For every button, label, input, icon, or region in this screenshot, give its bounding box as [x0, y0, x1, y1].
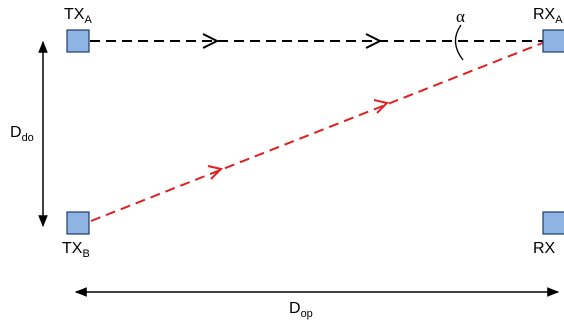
cross-link-chevron-1: [207, 165, 223, 180]
tx-b-label-subscript: B: [82, 248, 89, 260]
horizontal-distance-label: Dop: [289, 300, 313, 320]
tx-a-label-main: TX: [64, 6, 85, 23]
direct-link-chevron-1: [202, 33, 220, 49]
rx-b-label-main: RX: [533, 240, 556, 257]
vertical-distance-subscript: do: [22, 132, 34, 144]
angle-arc: [454, 24, 464, 61]
vertical-distance-main: D: [10, 124, 22, 141]
horizontal-distance-main: D: [289, 300, 301, 317]
tx-a-label-subscript: A: [84, 14, 92, 26]
direct-link-chevron-2: [365, 33, 383, 49]
rx-a-label: RXA: [533, 6, 563, 26]
vertical-distance-label: Ddo: [10, 124, 34, 144]
rx-a-label-main: RX: [533, 6, 556, 23]
cross-link-b-to-a: [90, 41, 546, 222]
tx-b-label-main: TX: [62, 240, 83, 257]
tx-b-label: TXB: [62, 240, 90, 260]
tx-b-node: [66, 211, 90, 235]
rx-b-label: RX: [533, 240, 556, 257]
cross-link-chevron-2: [373, 99, 389, 114]
angle-label: α: [456, 7, 465, 26]
tx-a-label: TXA: [64, 6, 92, 26]
rx-a-label-subscript: A: [555, 14, 563, 26]
tx-a-node: [66, 29, 90, 53]
rx-a-node: [542, 29, 564, 53]
rx-b-node: [542, 211, 564, 235]
horizontal-distance-subscript: op: [301, 308, 313, 320]
